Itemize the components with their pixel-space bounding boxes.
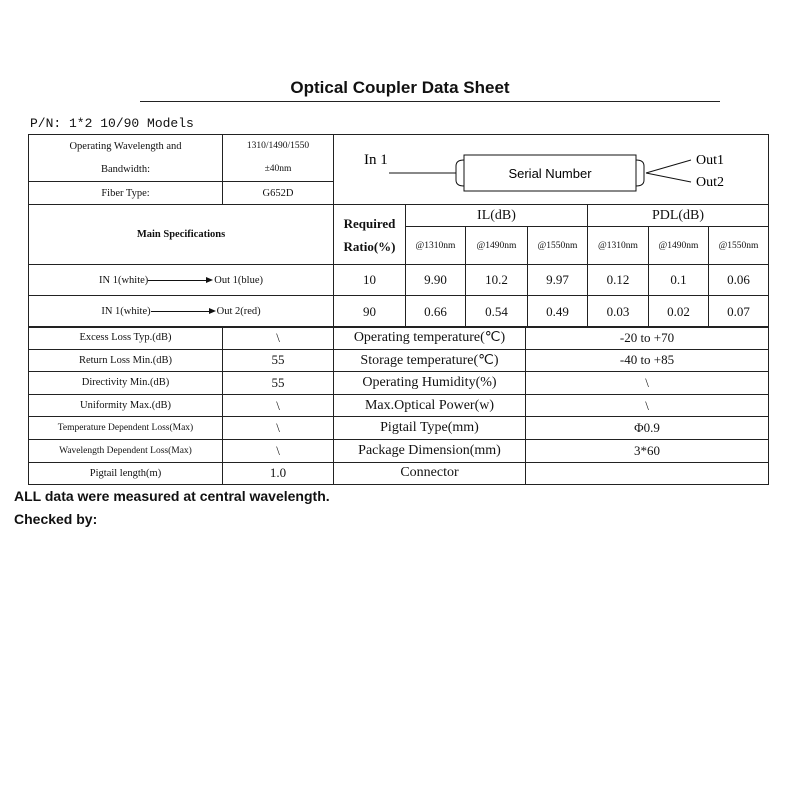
param-label: Uniformity Max.(dB) bbox=[28, 393, 223, 418]
table-row: Return Loss Min.(dB) 55 Storage temperatur… bbox=[28, 348, 769, 373]
param-label: Excess Loss Typ.(dB) bbox=[28, 326, 223, 350]
wavelength-header: @1490nm bbox=[465, 226, 528, 265]
param-label: Package Dimension(mm) bbox=[333, 438, 526, 463]
main-specifications-label: Main Specifications bbox=[28, 204, 334, 265]
ratio-value: 90 bbox=[333, 295, 406, 328]
table-row: Temperature Dependent Loss(Max) \ Pigtail … bbox=[28, 416, 769, 440]
param-label: Storage temperature(℃) bbox=[333, 348, 526, 373]
param-label: Pigtail Type(mm) bbox=[333, 416, 526, 440]
param-value: 3*60 bbox=[525, 438, 769, 463]
checked-by-label: Checked by: bbox=[14, 511, 98, 527]
path-label: IN 1(white) Out 2(red) bbox=[28, 295, 334, 328]
diagram-out1-label: Out1 bbox=[696, 153, 724, 168]
serial-number-label: Serial Number bbox=[508, 166, 592, 181]
param-value: \ bbox=[525, 393, 769, 418]
il-value: 9.97 bbox=[527, 264, 588, 296]
param-value: 1.0 bbox=[222, 461, 334, 486]
wavelength-header: @1550nm bbox=[707, 226, 770, 265]
param-label: Directivity Min.(dB) bbox=[28, 371, 223, 395]
param-value: 55 bbox=[222, 348, 334, 373]
required-ratio-header: Required Ratio(%) bbox=[333, 204, 406, 265]
param-label: Operating Humidity(%) bbox=[333, 371, 526, 395]
table-row: Excess Loss Typ.(dB) \ Operating temperatu… bbox=[28, 326, 769, 350]
diagram-out2-label: Out2 bbox=[696, 175, 724, 190]
pdl-header: PDL(dB) bbox=[586, 204, 770, 227]
param-value: \ bbox=[222, 393, 334, 418]
fiber-type-value: G652D bbox=[222, 181, 334, 205]
coupler-diagram: In 1 Serial Number Out1 Out2 bbox=[332, 134, 770, 205]
page-title: Optical Coupler Data Sheet bbox=[290, 78, 510, 97]
table-row: IN 1(white) Out 2(red) 90 0.66 0.54 0.49 … bbox=[28, 295, 770, 328]
wavelength-header: @1490nm bbox=[648, 226, 709, 265]
param-label: Max.Optical Power(w) bbox=[333, 393, 526, 418]
parameter-table: Excess Loss Typ.(dB) \ Operating temperatu… bbox=[28, 326, 769, 486]
il-value: 9.90 bbox=[405, 264, 466, 296]
table-row: IN 1(white) Out 1(blue) 10 9.90 10.2 9.97… bbox=[28, 264, 770, 296]
pdl-value: 0.07 bbox=[707, 295, 770, 328]
param-value: -40 to +85 bbox=[525, 348, 769, 373]
param-value bbox=[525, 461, 769, 486]
measurement-note: ALL data were measured at central wavele… bbox=[14, 488, 330, 504]
wavelength-label: Operating Wavelength and Bandwidth: bbox=[28, 134, 223, 182]
pdl-value: 0.06 bbox=[707, 264, 770, 296]
param-value: \ bbox=[525, 371, 769, 395]
wavelength-header: @1310nm bbox=[405, 226, 466, 265]
il-value: 0.49 bbox=[527, 295, 588, 328]
arrow-right-icon bbox=[150, 308, 216, 315]
part-number: P/N: 1*2 10/90 Models bbox=[30, 116, 194, 131]
arrow-right-icon bbox=[148, 276, 214, 283]
il-header: IL(dB) bbox=[405, 204, 588, 227]
pdl-value: 0.03 bbox=[587, 295, 649, 328]
table-row: Uniformity Max.(dB) \ Max.Optical Power(w)… bbox=[28, 393, 769, 418]
param-value: \ bbox=[222, 326, 334, 350]
pdl-value: 0.12 bbox=[587, 264, 649, 296]
param-label: Return Loss Min.(dB) bbox=[28, 348, 223, 373]
param-value: \ bbox=[222, 416, 334, 440]
spec-table: Operating Wavelength and Bandwidth: 1310/… bbox=[28, 134, 770, 328]
param-label: Connector bbox=[333, 461, 526, 486]
il-value: 0.66 bbox=[405, 295, 466, 328]
param-label: Wavelength Dependent Loss(Max) bbox=[28, 438, 223, 463]
wavelength-header: @1310nm bbox=[587, 226, 649, 265]
param-label: Temperature Dependent Loss(Max) bbox=[28, 416, 223, 440]
wavelength-value: 1310/1490/1550 ±40nm bbox=[222, 134, 334, 182]
il-value: 0.54 bbox=[465, 295, 528, 328]
table-row: Directivity Min.(dB) 55 Operating Humidity… bbox=[28, 371, 769, 395]
param-label: Pigtail length(m) bbox=[28, 461, 223, 486]
wavelength-header: @1550nm bbox=[527, 226, 588, 265]
param-value: -20 to +70 bbox=[525, 326, 769, 350]
pdl-value: 0.02 bbox=[648, 295, 709, 328]
diagram-input-label: In 1 bbox=[364, 152, 388, 168]
param-value: \ bbox=[222, 438, 334, 463]
title-underline bbox=[140, 101, 720, 102]
param-value: Φ0.9 bbox=[525, 416, 769, 440]
param-value: 55 bbox=[222, 371, 334, 395]
ratio-value: 10 bbox=[333, 264, 406, 296]
param-label: Operating temperature(℃) bbox=[333, 326, 526, 350]
il-value: 10.2 bbox=[465, 264, 528, 296]
fiber-type-label: Fiber Type: bbox=[28, 181, 223, 205]
table-row: Pigtail length(m) 1.0 Connector bbox=[28, 461, 769, 486]
table-row: Wavelength Dependent Loss(Max) \ Package D… bbox=[28, 438, 769, 463]
path-label: IN 1(white) Out 1(blue) bbox=[28, 264, 334, 296]
pdl-value: 0.1 bbox=[648, 264, 709, 296]
